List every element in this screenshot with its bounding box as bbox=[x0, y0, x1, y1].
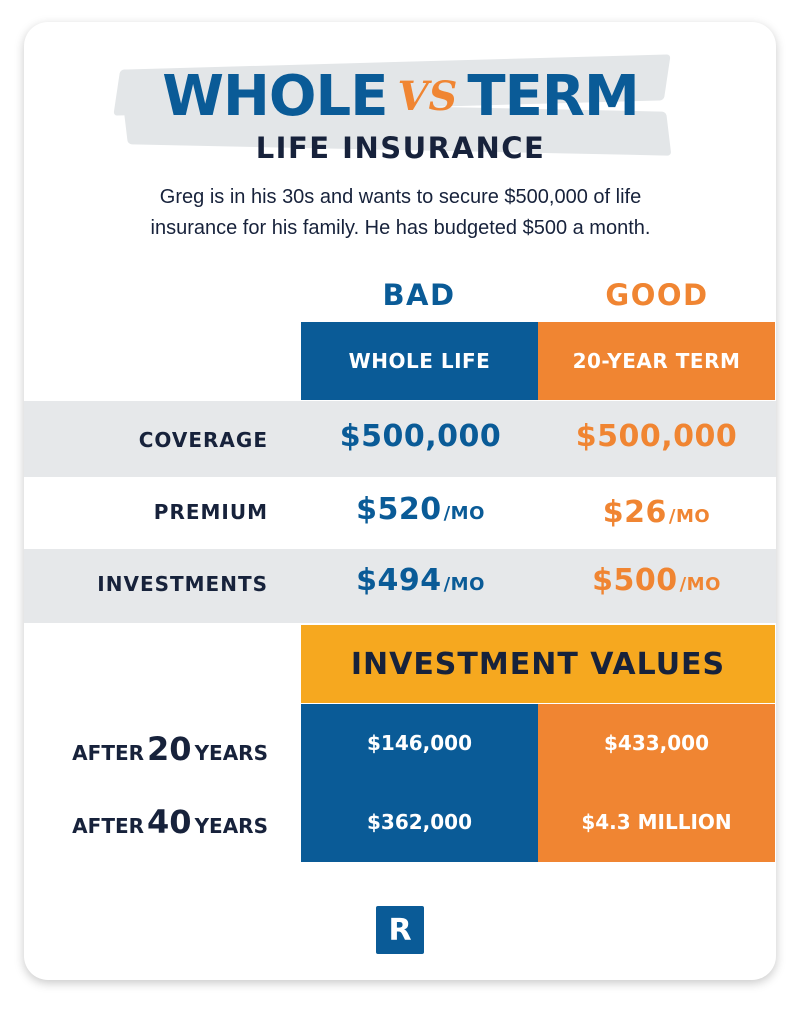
bad-label: BAD bbox=[382, 278, 456, 312]
scenario-description: Greg is in his 30s and wants to secure $… bbox=[60, 182, 741, 244]
investments-row-band bbox=[24, 549, 776, 623]
main-title: WHOLE VS TERM bbox=[0, 64, 801, 129]
description-line-2: insurance for his family. He has budgete… bbox=[150, 217, 651, 239]
description-line-1: Greg is in his 30s and wants to secure $… bbox=[159, 186, 642, 208]
after-20-years-label: AFTER20 YEARS bbox=[72, 730, 268, 768]
investments-label: INVESTMENTS bbox=[97, 572, 268, 596]
whole-40-year-value: $362,000 bbox=[301, 782, 538, 862]
term-20-year-value: $433,000 bbox=[538, 704, 775, 782]
after-40-years-label: AFTER40 YEARS bbox=[72, 803, 268, 841]
term-header: 20-YEAR TERM bbox=[538, 322, 775, 400]
investment-values-header: INVESTMENT VALUES bbox=[301, 625, 775, 703]
coverage-term-value: $500,000 bbox=[575, 419, 738, 454]
investments-whole-value: $494/MO bbox=[356, 563, 485, 598]
premium-whole-value: $520/MO bbox=[356, 492, 485, 527]
whole-life-header: WHOLE LIFE bbox=[301, 322, 538, 400]
coverage-label: COVERAGE bbox=[138, 428, 268, 452]
premium-label: PREMIUM bbox=[153, 500, 268, 524]
term-40-year-value: $4.3 MILLION bbox=[538, 782, 775, 862]
premium-term-value: $26/MO bbox=[602, 495, 711, 530]
good-label: GOOD bbox=[605, 278, 709, 312]
subtitle: LIFE INSURANCE bbox=[255, 131, 546, 165]
whole-20-year-value: $146,000 bbox=[301, 704, 538, 782]
coverage-row-band bbox=[24, 401, 776, 477]
brand-logo: R bbox=[376, 906, 424, 954]
title-term: TERM bbox=[467, 64, 639, 129]
investments-term-value: $500/MO bbox=[592, 563, 721, 598]
coverage-whole-value: $500,000 bbox=[339, 419, 502, 454]
title-vs: VS bbox=[397, 73, 458, 120]
title-whole: WHOLE bbox=[162, 64, 388, 129]
